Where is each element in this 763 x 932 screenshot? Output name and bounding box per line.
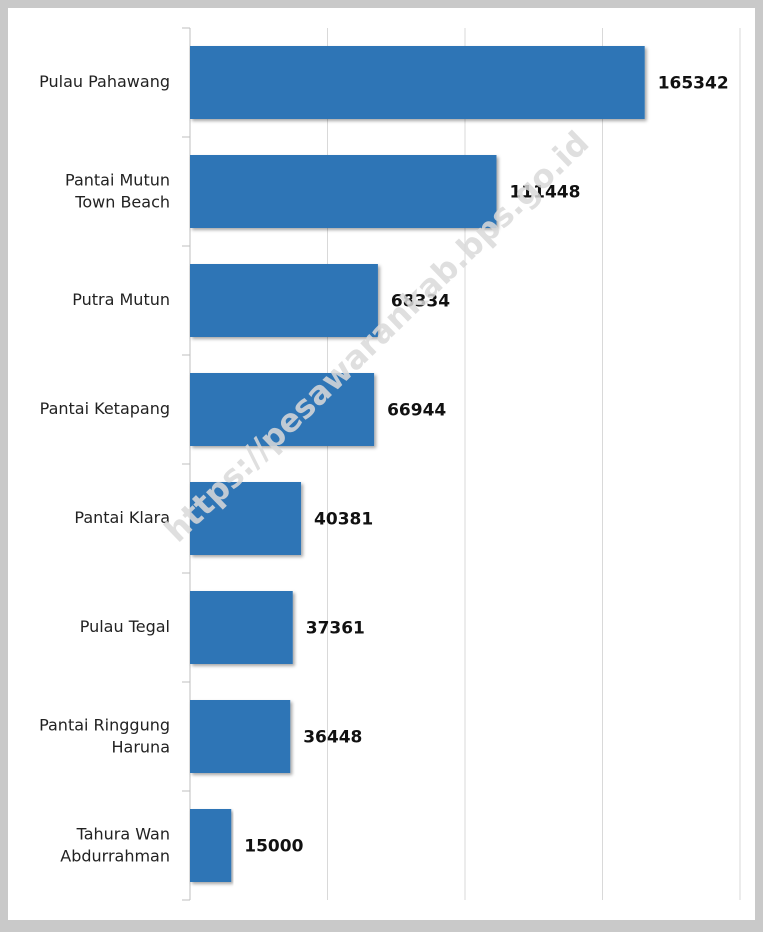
bar [190,264,378,337]
value-label: 165342 [658,74,729,94]
value-label: 37361 [306,619,365,639]
value-label: 36448 [303,728,362,748]
bar [190,700,291,773]
bar [190,46,645,119]
bar [190,591,293,664]
plot-background [8,8,755,920]
value-label: 15000 [244,837,303,857]
y-tick-label: Pulau Pahawang [39,72,170,91]
y-tick-label: Putra Mutun [72,290,170,309]
y-tick-label: Pantai Ringgung Haruna [39,715,170,756]
value-label: 68334 [391,292,450,312]
y-tick-label: Pantai Klara [74,508,170,527]
value-label: 40381 [314,510,373,530]
bar [190,373,375,446]
y-tick-label: Pulau Tegal [80,617,170,636]
value-label: 111448 [509,183,580,203]
value-label: 66944 [387,401,446,421]
bar [190,809,232,882]
bar [190,482,302,555]
bar [190,155,497,228]
y-tick-label: Pantai Mutun Town Beach [65,170,170,211]
y-tick-label: Tahura Wan Abdurrahman [60,824,170,865]
y-tick-label: Pantai Ketapang [40,399,170,418]
